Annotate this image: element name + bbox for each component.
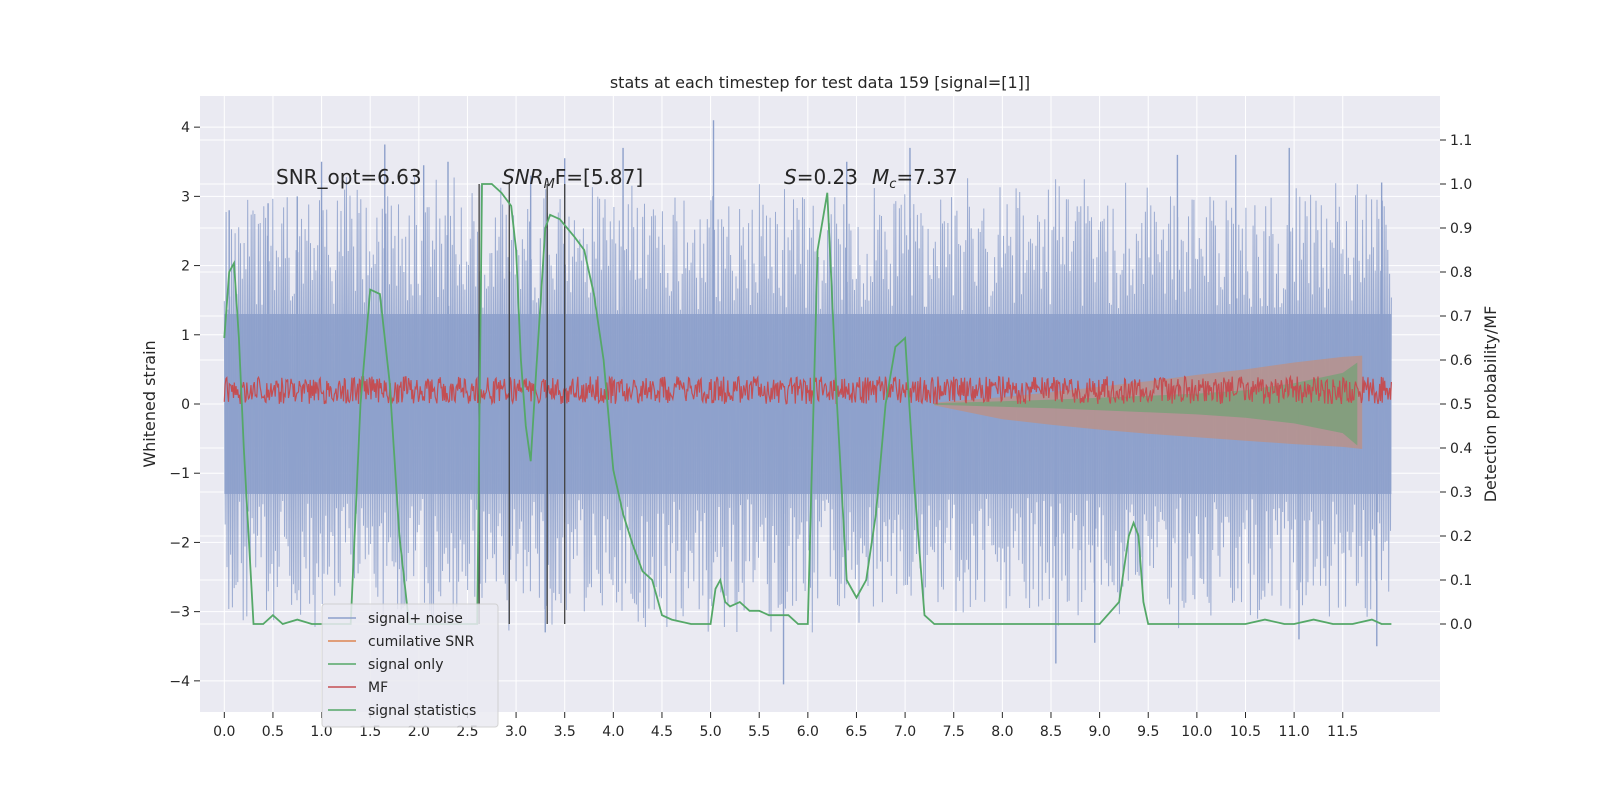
chart-title: stats at each timestep for test data 159… (610, 73, 1030, 92)
y2-tick-label: 0.9 (1450, 221, 1472, 237)
snr-mf-rest: F=[5.87] (555, 165, 643, 189)
y2-tick-label: 0.8 (1450, 265, 1472, 281)
x-tick-label: 4.0 (602, 724, 624, 740)
mc-rest: =7.37 (896, 165, 957, 189)
x-tick-label: 4.5 (651, 724, 673, 740)
mc-main: M (872, 165, 889, 189)
y2-tick-label: 0.0 (1450, 617, 1472, 633)
y-tick-label: −3 (169, 605, 190, 621)
y2-tick-label: 1.1 (1450, 133, 1472, 149)
x-tick-label: 3.5 (554, 724, 576, 740)
x-tick-label: 7.0 (894, 724, 916, 740)
y-tick-label: 3 (181, 189, 190, 205)
x-tick-label: 7.5 (943, 724, 965, 740)
s-main: S (784, 165, 797, 189)
x-tick-label: 1.5 (359, 724, 381, 740)
x-tick-label: 11.0 (1279, 724, 1310, 740)
x-tick-label: 0.5 (262, 724, 284, 740)
s-rest: =0.23 (797, 165, 858, 189)
x-tick-label: 6.0 (797, 724, 819, 740)
x-tick-label: 3.0 (505, 724, 527, 740)
signal-statistics-series (223, 183, 1392, 626)
y-tick-label: 0 (181, 397, 190, 413)
legend-label: signal only (368, 657, 443, 673)
legend-label: cumilative SNR (368, 634, 475, 650)
y-tick-label: −2 (169, 535, 190, 551)
legend-label: signal+ noise (368, 611, 463, 627)
y2-tick-label: 0.4 (1450, 441, 1472, 457)
mf-series (223, 374, 1392, 406)
legend: signal+ noise cumilative SNR signal only MF… (321, 603, 499, 728)
y-tick-label: 4 (181, 120, 190, 136)
annotation-snr-opt: SNR_opt=6.63 (276, 165, 422, 189)
plot-content (223, 120, 1392, 685)
x-tick-label: 9.0 (1088, 724, 1110, 740)
x-tick-label: 10.0 (1181, 724, 1212, 740)
x-tick-label: 5.5 (748, 724, 770, 740)
x-tick-label: 5.0 (699, 724, 721, 740)
x-tick-label: 1.0 (310, 724, 332, 740)
legend-label: MF (368, 680, 388, 696)
y-tick-label: −1 (169, 466, 190, 482)
y2-axis-label: Detection probability/MF (1481, 306, 1500, 503)
y-axis-label: Whitened strain (140, 340, 159, 467)
x-tick-label: 8.0 (991, 724, 1013, 740)
mc-sub: c (889, 177, 896, 192)
x-tick-label: 6.5 (845, 724, 867, 740)
y2-tick-label: 0.3 (1450, 485, 1472, 501)
x-tick-label: 2.0 (408, 724, 430, 740)
y2-tick-label: 0.5 (1450, 397, 1472, 413)
y2-tick-label: 1.0 (1450, 177, 1472, 193)
y2-tick-label: 0.2 (1450, 529, 1472, 545)
legend-box (321, 603, 499, 728)
y2-tick-label: 0.7 (1450, 309, 1472, 325)
snr-mf-sub: M (544, 177, 555, 192)
x-tick-label: 8.5 (1040, 724, 1062, 740)
x-tick-label: 2.5 (456, 724, 478, 740)
y-tick-label: 2 (181, 259, 190, 275)
y2-tick-label: 0.1 (1450, 573, 1472, 589)
annotation-snr-mf: SNRMF=[5.87] (502, 165, 643, 192)
x-tick-label: 10.5 (1230, 724, 1261, 740)
x-tick-label: 11.5 (1327, 724, 1358, 740)
y2-tick-label: 0.6 (1450, 353, 1472, 369)
snr-mf-main: SNR (502, 165, 544, 189)
y-tick-label: 1 (181, 328, 190, 344)
y-tick-label: −4 (169, 674, 190, 690)
axes: 0.0 0.5 1.0 1.5 2.0 2.5 3.0 3.5 4.0 4.5 5.0 5.5 6.0 6… (169, 120, 1472, 740)
signal-only-band (934, 362, 1358, 446)
legend-label: signal statistics (368, 703, 476, 719)
x-tick-label: 9.5 (1137, 724, 1159, 740)
annotation-s-mc: S=0.23 Mc=7.37 (784, 165, 958, 192)
x-tick-label: 0.0 (213, 724, 235, 740)
